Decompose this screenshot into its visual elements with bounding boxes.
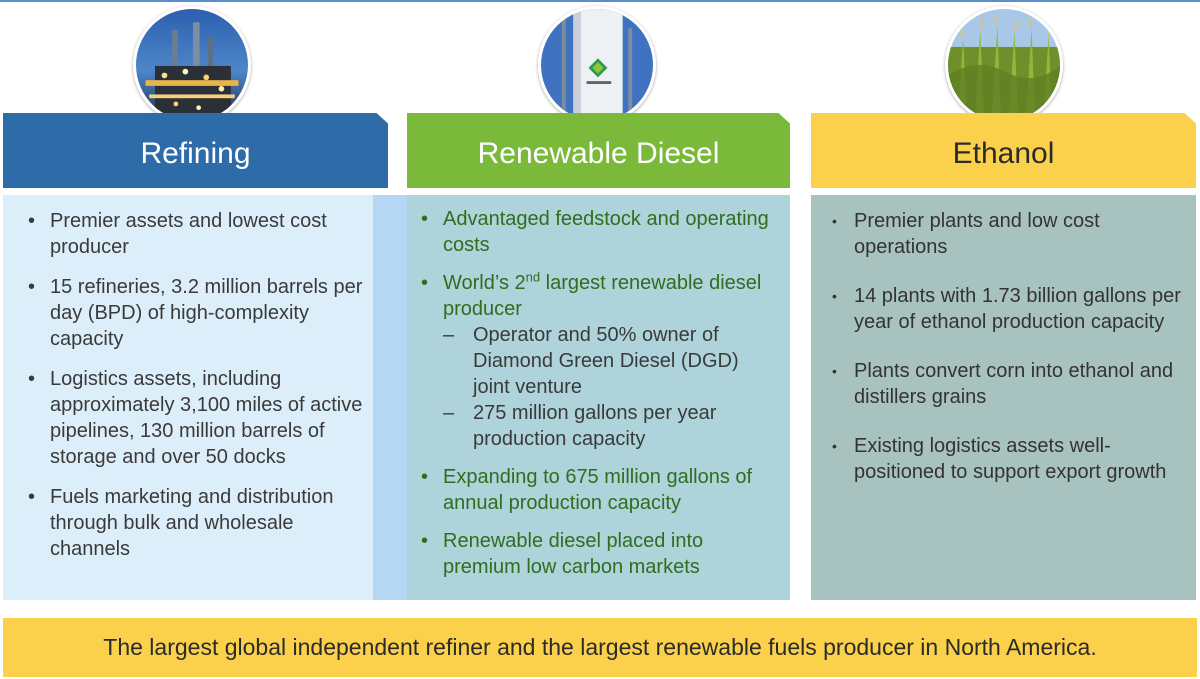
panel-ethanol: • Premier plants and low cost operations … (811, 195, 1196, 600)
header-ethanol: Ethanol (811, 113, 1196, 188)
list-item: • Plants convert corn into ethanol and di… (832, 360, 1174, 408)
header-renewable-diesel: Renewable Diesel (407, 113, 790, 188)
refining-bullet-list: • Premier assets and lowest cost producer… (3, 195, 373, 562)
panel-refining: • Premier assets and lowest cost producer… (3, 195, 373, 600)
header-refining: Refining (3, 113, 388, 188)
header-ethanol-label: Ethanol (952, 136, 1055, 170)
header-refining-label: Refining (140, 136, 251, 170)
cornfield-photo (945, 6, 1063, 124)
summary-banner: The largest global independent refiner a… (3, 618, 1197, 677)
top-rule (0, 0, 1200, 2)
refining-panel-accent (373, 195, 407, 600)
sub-list-item: –275 million gallons per year production… (443, 402, 717, 450)
renewable-diesel-bullet-list: • Advantaged feedstock and operating cost… (407, 195, 790, 580)
list-item: • World’s 2nd largest renewable diesel pr… (421, 270, 780, 452)
panel-renewable-diesel: • Advantaged feedstock and operating cost… (407, 195, 790, 600)
list-item: • 15 refineries, 3.2 million barrels per … (28, 276, 363, 350)
list-item: • Expanding to 675 million gallons of ann… (421, 466, 753, 514)
summary-banner-text: The largest global independent refiner a… (103, 634, 1097, 660)
dgd-sub-list: – Operator and 50% owner of Diamond Green… (443, 322, 780, 452)
list-item: • 14 plants with 1.73 billion gallons per… (832, 285, 1181, 333)
list-item: • Existing logistics assets well-position… (832, 435, 1167, 483)
list-item: • Premier assets and lowest cost producer (28, 210, 327, 258)
list-item: • Renewable diesel placed into premium lo… (421, 530, 704, 578)
sub-list-item: – Operator and 50% owner of Diamond Green… (443, 324, 739, 398)
header-renewable-diesel-label: Renewable Diesel (477, 136, 720, 170)
list-item: • Fuels marketing and distribution throug… (28, 486, 334, 560)
ethanol-bullet-list: • Premier plants and low cost operations … (811, 195, 1196, 485)
list-item: • Advantaged feedstock and operating cost… (421, 208, 769, 256)
list-item: • Logistics assets, including approximate… (28, 368, 363, 468)
diamond-green-diesel-tank-photo (538, 6, 656, 124)
list-item: • Premier plants and low cost operations (832, 210, 1100, 258)
refinery-photo (133, 6, 251, 124)
